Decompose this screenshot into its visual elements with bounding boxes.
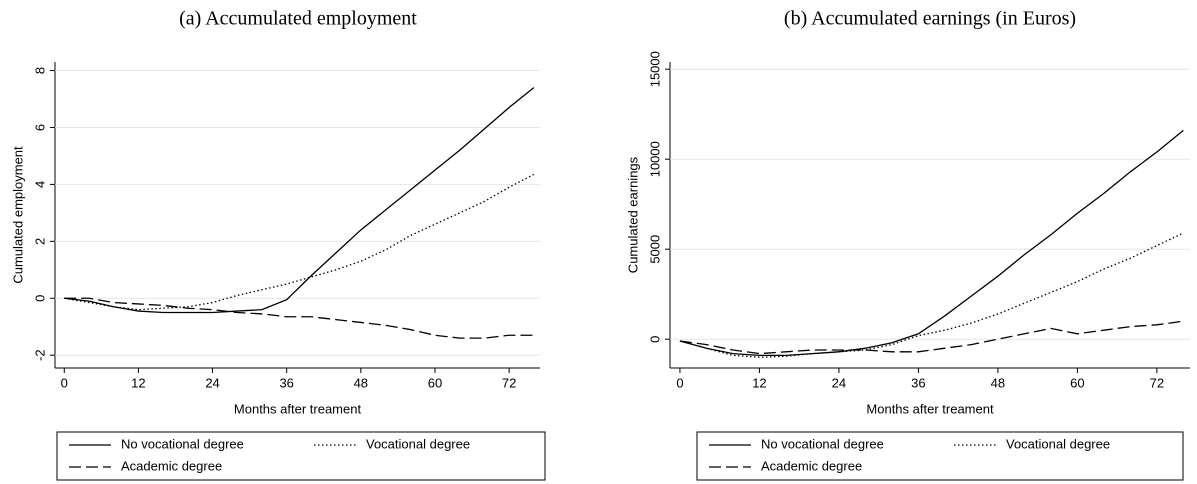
series-line <box>679 232 1184 358</box>
legend-label: Vocational degree <box>1006 436 1110 451</box>
legend-box <box>56 431 546 481</box>
x-tick-label: 60 <box>1070 375 1084 390</box>
legend-label: Vocational degree <box>366 436 470 451</box>
x-tick-label: 0 <box>61 375 68 390</box>
x-tick-label: 0 <box>676 375 683 390</box>
plot-area <box>55 62 540 368</box>
series-line <box>64 297 534 339</box>
y-tick-label: 5000 <box>647 235 662 264</box>
x-tick-label: 48 <box>991 375 1005 390</box>
plot-area <box>670 62 1190 368</box>
x-tick-label: 36 <box>279 375 293 390</box>
x-tick-label: 60 <box>428 375 442 390</box>
chart-title: (b) Accumulated earnings (in Euros) <box>784 8 1076 30</box>
y-tick-label: 10000 <box>647 141 662 177</box>
y-tick-label: 8 <box>32 67 47 74</box>
x-tick-label: 24 <box>832 375 846 390</box>
y-tick-label: 15000 <box>647 51 662 87</box>
chart-title: (a) Accumulated employment <box>179 8 417 30</box>
y-tick-label: 0 <box>647 336 662 343</box>
x-tick-label: 12 <box>131 375 145 390</box>
x-axis-label: Months after treament <box>866 401 994 416</box>
y-tick-label: 0 <box>32 295 47 302</box>
y-axis-label: Cumulated employment <box>10 146 25 284</box>
series-line <box>679 129 1184 357</box>
series-line <box>679 320 1184 355</box>
x-tick-label: 72 <box>1150 375 1164 390</box>
series-line <box>64 87 535 314</box>
x-tick-label: 24 <box>205 375 219 390</box>
x-tick-label: 12 <box>752 375 766 390</box>
x-tick-label: 48 <box>354 375 368 390</box>
legend-label: Academic degree <box>121 458 222 473</box>
legend-label: No vocational degree <box>121 436 244 451</box>
y-tick-label: 6 <box>32 124 47 131</box>
y-tick-label: 4 <box>32 181 47 188</box>
x-tick-label: 36 <box>911 375 925 390</box>
series-line <box>64 173 535 311</box>
legend-label: Academic degree <box>761 458 862 473</box>
x-tick-label: 72 <box>502 375 516 390</box>
y-tick-label: -2 <box>32 349 47 361</box>
legend-box <box>696 431 1184 481</box>
x-axis-label: Months after treament <box>234 401 362 416</box>
y-axis-label: Cumulated earnings <box>625 156 640 273</box>
y-tick-label: 2 <box>32 238 47 245</box>
legend-label: No vocational degree <box>761 436 884 451</box>
